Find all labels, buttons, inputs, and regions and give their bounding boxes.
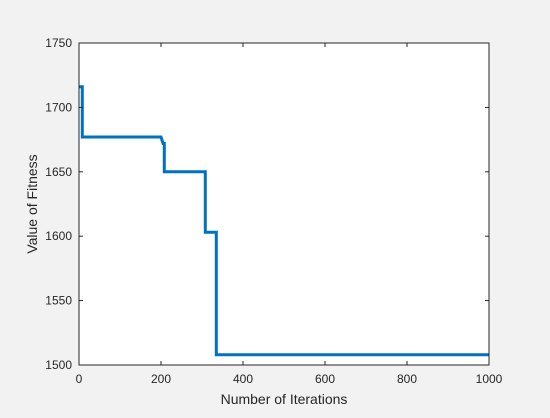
x-tick-label: 1000 [476, 372, 503, 386]
plot-area [79, 43, 489, 365]
axis-ticks: 0 200 400 600 800 1000 1500 1550 1600 1650 1700 175… [45, 36, 502, 386]
y-tick-label: 1600 [45, 229, 72, 243]
x-tick-label: 200 [151, 372, 171, 386]
x-tick-label: 600 [315, 372, 335, 386]
y-tick-label: 1750 [45, 36, 72, 50]
x-tick-label: 800 [397, 372, 417, 386]
x-tick-label: 400 [233, 372, 253, 386]
fitness-series-line [79, 85, 489, 357]
y-tick-label: 1550 [45, 294, 72, 308]
x-tick-label: 0 [76, 372, 83, 386]
y-tick-label: 1650 [45, 165, 72, 179]
y-tick-label: 1700 [45, 100, 72, 114]
y-axis-title: Value of Fitness [24, 154, 40, 253]
chart-marks [79, 85, 489, 357]
y-tick-label: 1500 [45, 358, 72, 372]
x-axis-title: Number of Iterations [221, 391, 348, 407]
